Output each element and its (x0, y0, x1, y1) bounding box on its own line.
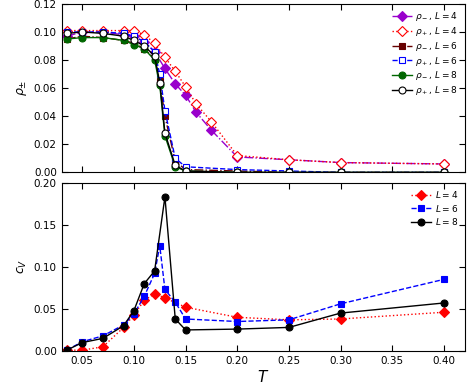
Y-axis label: $c_V$: $c_V$ (17, 259, 29, 275)
X-axis label: $T$: $T$ (257, 369, 269, 385)
Legend: $\rho_-,\,L=4$, $\rho_+,\,L=4$, $\rho_-,\,L=6$, $\rho_+,\,L=6$, $\rho_-,\,L=8$, : $\rho_-,\,L=4$, $\rho_+,\,L=4$, $\rho_-,… (389, 7, 461, 100)
Legend: $L=4$, $L=6$, $L=8$: $L=4$, $L=6$, $L=8$ (409, 186, 461, 230)
Y-axis label: $\rho_{\pm}$: $\rho_{\pm}$ (16, 80, 29, 96)
